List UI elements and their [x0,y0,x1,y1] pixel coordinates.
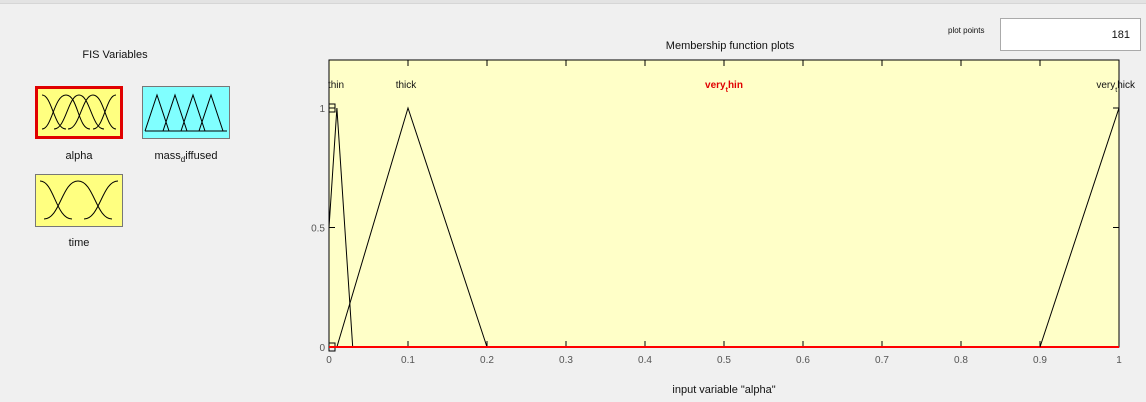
variable-time-box[interactable] [35,174,123,227]
plot-curves [328,106,1120,348]
mf-curve-thick[interactable] [336,106,488,348]
y-max-handle [328,103,336,113]
x-tick-label-8: 0.8 [954,355,968,366]
membership-plot-title: Membership function plots [665,40,795,52]
plot-area [328,59,1120,348]
variable-time-label: time [68,237,90,249]
x-tick-label-2: 0.2 [480,355,494,366]
alpha-mf-icon [41,94,117,130]
variable-mass-diffused-label: massdiffused [154,150,218,165]
fis-variables-title: FIS Variables [82,49,148,61]
x-tick-label-10: 1 [1116,355,1122,366]
variable-alpha-box[interactable] [35,86,123,139]
x-tick-label-7: 0.7 [875,355,889,366]
mf-curve-very_thick[interactable] [1039,107,1120,348]
x-tick-label-0: 0 [326,355,332,366]
x-tick-label-9: 0.9 [1033,355,1047,366]
plot-points-input[interactable] [1000,18,1141,51]
x-tick-label-5: 0.5 [717,355,731,366]
plot-tick-labels: 0 0.1 0.2 0.3 0.4 0.5 0.6 0.7 0.8 0.9 1 0 0.5 1 [311,104,1122,366]
x-tick-label-6: 0.6 [796,355,810,366]
mf-label-very_thick: verythick [1096,80,1136,94]
variable-mass-diffused-box[interactable] [142,86,230,139]
mass-diffused-mf-icon [144,93,227,132]
window-top-border [0,0,1146,4]
y-tick-label-1: 0.5 [311,224,325,235]
mf-label-very_thin: verythin [705,80,743,94]
x-tick-label-1: 0.1 [401,355,415,366]
time-mf-icon [39,180,119,220]
y-tick-label-0: 0 [319,343,325,354]
plot-points-label: plot points [948,26,985,35]
mf-label-thick: thick [396,80,418,91]
y-tick-label-2: 1 [319,104,325,115]
plot-curve-labels: thin thick verythin verythick [328,80,1136,94]
variable-alpha-label: alpha [65,150,93,162]
x-axis-label: input variable "alpha" [672,384,775,396]
mf-curve-thin[interactable] [328,107,354,348]
x-tick-label-3: 0.3 [559,355,573,366]
x-tick-label-4: 0.4 [638,355,652,366]
mf-label-thin: thin [328,80,344,91]
